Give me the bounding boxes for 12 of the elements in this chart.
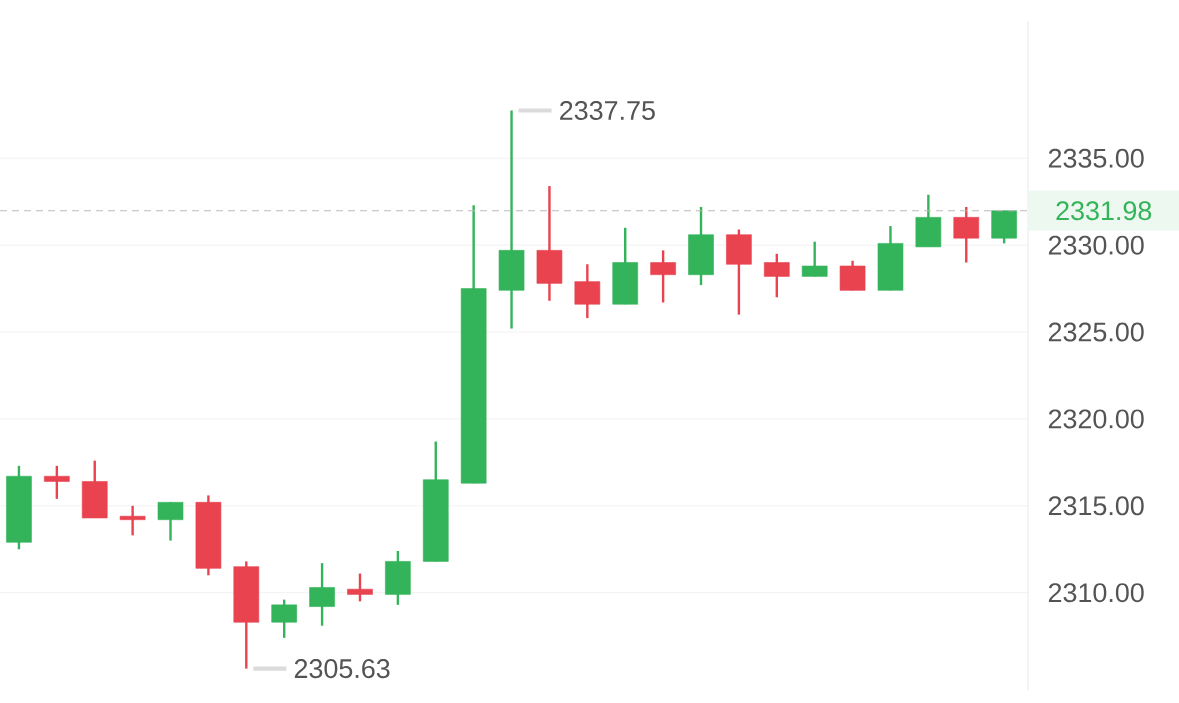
candlestick	[119, 504, 146, 537]
y-tick-label: 2335.00	[1048, 148, 1144, 168]
candlestick	[347, 572, 373, 603]
ref-line-label: 2331.98	[1056, 201, 1152, 221]
y-tick-label: 2320.00	[1048, 409, 1144, 429]
y-tick-label: 2325.00	[1048, 322, 1144, 342]
y-tick-label: 2310.00	[1048, 583, 1144, 603]
annotation: 2337.75	[560, 100, 655, 120]
y-tick-label: 2315.00	[1048, 496, 1144, 516]
annotation: 2305.63	[294, 659, 390, 679]
candlestick	[44, 464, 70, 501]
y-tick-label: 2330.00	[1048, 235, 1144, 255]
